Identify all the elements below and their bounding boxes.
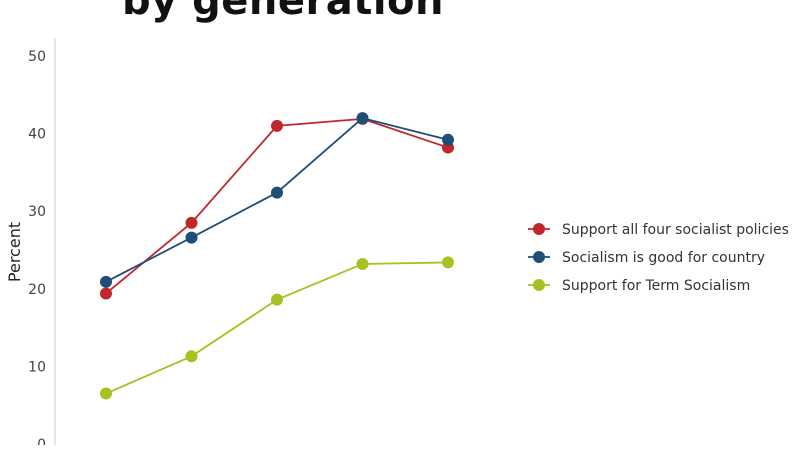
- data-point: [100, 275, 112, 288]
- data-point: [442, 256, 454, 269]
- data-point: [271, 293, 283, 306]
- y-tick-label: 30: [28, 204, 46, 220]
- data-point: [185, 231, 198, 244]
- y-tick-label: 50: [28, 49, 46, 65]
- legend-label: Support all four socialist policies: [562, 222, 789, 238]
- data-point: [271, 186, 283, 199]
- series-line: [105, 261, 449, 395]
- y-tick-label: 0: [37, 437, 46, 445]
- legend-label: Socialism is good for country: [562, 250, 765, 266]
- legend-key-marker: [533, 279, 545, 291]
- chart-title: by generation: [121, 0, 444, 24]
- data-point: [100, 287, 112, 300]
- data-point: [356, 112, 369, 125]
- y-tick-label: 10: [28, 359, 46, 375]
- legend-key-marker: [533, 223, 545, 235]
- y-tick-label: 20: [28, 282, 46, 298]
- data-point: [356, 257, 369, 270]
- y-axis-title: Percent: [5, 222, 24, 282]
- legend-key-marker: [533, 251, 545, 263]
- data-point: [185, 350, 198, 363]
- legend-label: Support for Term Socialism: [562, 278, 750, 294]
- data-point: [271, 119, 283, 132]
- data-point: [100, 387, 112, 400]
- series-line: [105, 117, 449, 295]
- data-point: [442, 133, 454, 146]
- y-tick-label: 40: [28, 127, 46, 143]
- data-point: [185, 216, 198, 229]
- series-line: [105, 117, 449, 283]
